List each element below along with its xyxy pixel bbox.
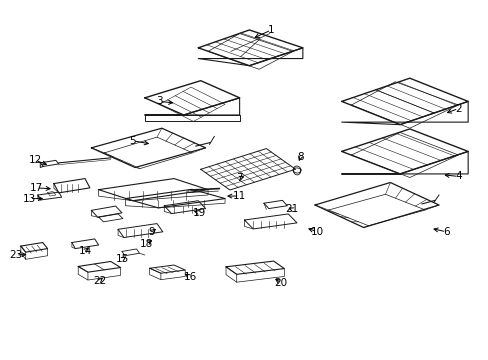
Text: 2: 2: [454, 104, 461, 113]
Text: 5: 5: [129, 136, 136, 146]
Text: 1: 1: [267, 25, 274, 35]
Text: 7: 7: [236, 173, 243, 183]
Text: 8: 8: [297, 152, 303, 162]
Text: 11: 11: [233, 191, 246, 201]
Text: 6: 6: [442, 227, 448, 237]
Text: 23: 23: [9, 250, 22, 260]
Text: 18: 18: [140, 239, 153, 249]
Text: 3: 3: [156, 96, 163, 107]
Text: 21: 21: [285, 204, 298, 214]
Text: 17: 17: [30, 183, 43, 193]
Text: 19: 19: [193, 208, 206, 218]
Text: 4: 4: [454, 171, 461, 181]
Text: 12: 12: [29, 156, 42, 165]
Text: 16: 16: [183, 272, 196, 282]
Text: 22: 22: [93, 276, 106, 286]
Text: 9: 9: [148, 227, 155, 237]
Text: 10: 10: [310, 227, 324, 237]
Text: 14: 14: [78, 246, 91, 256]
Text: 20: 20: [274, 278, 287, 288]
Text: 13: 13: [23, 194, 36, 203]
Text: 15: 15: [115, 254, 128, 264]
